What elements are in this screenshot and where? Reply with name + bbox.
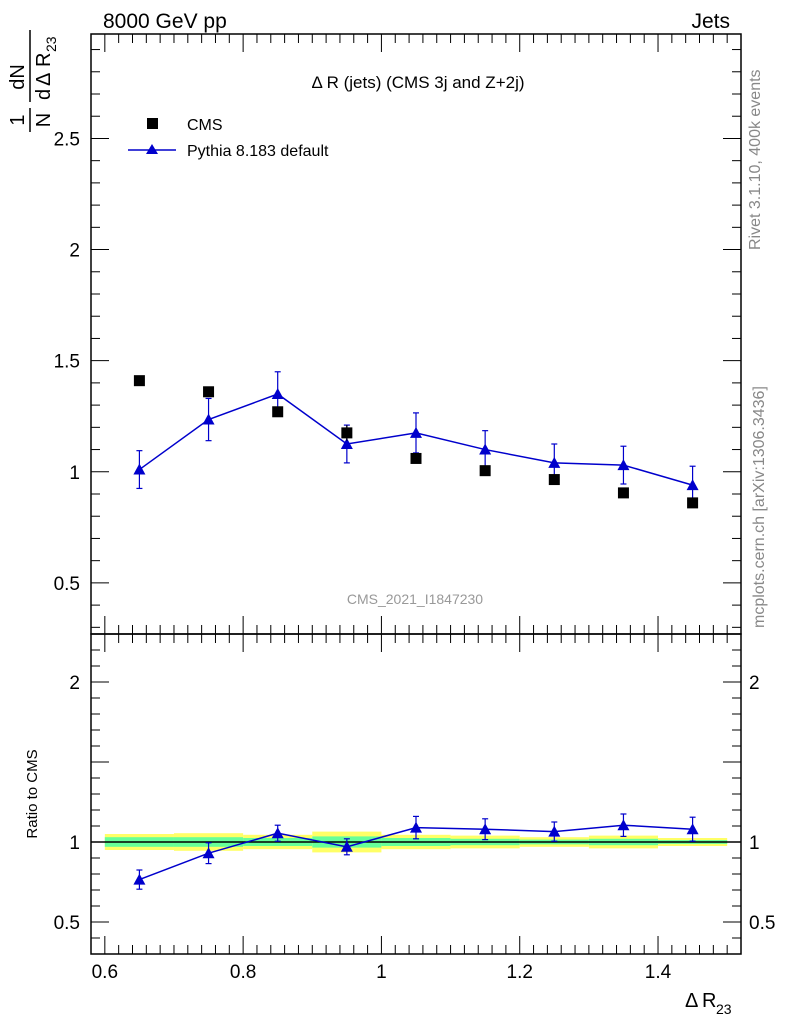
cms-point xyxy=(272,406,284,418)
cms-point xyxy=(341,427,353,439)
header-right: Jets xyxy=(691,10,730,33)
main-y-tick-label: 1.5 xyxy=(54,352,80,373)
ratio-y-tick-label: 0.5 xyxy=(54,913,80,934)
ratio-y-tick-label-right: 0.5 xyxy=(749,913,775,934)
mc-point xyxy=(202,413,215,425)
ratio-y-tick-label-right: 1 xyxy=(749,833,760,854)
rivet-label: Rivet 3.1.10, 400k events xyxy=(747,69,764,250)
ratio-y-tick-label-right: 2 xyxy=(749,673,760,694)
ratio-mc-point xyxy=(410,821,422,833)
legend: CMS Pythia 8.183 default xyxy=(128,117,329,160)
mcplots-label: mcplots.cern.ch [arXiv:1306.3436] xyxy=(751,386,768,628)
mc-point xyxy=(479,443,492,455)
ratio-x-tick-label: 1.2 xyxy=(507,962,533,983)
mc-series-points xyxy=(133,371,699,505)
main-y-tick-label: 2.5 xyxy=(54,129,80,150)
mc-point xyxy=(410,426,422,438)
ratio-panel: 0.5 0.5 1 1 2 2 0.6 0.8 1 1.2 1.4 Ratio to CMS Δ … xyxy=(24,633,775,1017)
legend-marker-mc xyxy=(146,144,158,154)
legend-label-cms: CMS xyxy=(187,117,223,134)
main-y-axis: 0.5 1 1.5 2 2.5 xyxy=(54,49,741,628)
ratio-y-tick-label: 2 xyxy=(69,673,80,694)
watermark: CMS_2021_I1847230 xyxy=(347,591,483,607)
ratio-mc-point xyxy=(479,823,492,835)
legend-label-mc: Pythia 8.183 default xyxy=(187,143,329,160)
y-label-n: N xyxy=(33,113,55,127)
ratio-frame xyxy=(90,633,742,955)
mc-point xyxy=(133,463,146,475)
main-y-label: 1 N dN d Δ R 23 xyxy=(7,30,59,132)
y-label-d: d xyxy=(33,89,55,100)
x-label-sub: 23 xyxy=(716,1001,732,1017)
y-label-sub: 23 xyxy=(43,36,59,52)
main-x-ticks xyxy=(104,34,728,634)
ratio-mc-point xyxy=(548,825,561,837)
ratio-x-tick-label: 1 xyxy=(376,962,387,983)
y-label-r: R xyxy=(33,53,55,67)
mc-point xyxy=(271,388,284,399)
plot-title: Δ R (jets) (CMS 3j and Z+2j) xyxy=(311,73,524,92)
ratio-mc-point xyxy=(271,827,284,839)
ratio-mc-point xyxy=(133,873,146,885)
cms-point xyxy=(133,375,145,387)
main-y-tick-label: 1 xyxy=(69,463,80,484)
ratio-x-tick-label: 1.4 xyxy=(645,962,672,983)
cms-point xyxy=(617,487,629,499)
mc-point xyxy=(617,459,630,471)
x-label-r: R xyxy=(702,990,716,1012)
cms-point xyxy=(479,465,491,477)
cms-point xyxy=(203,386,215,398)
cms-data-points xyxy=(133,375,699,509)
y-label-one: 1 xyxy=(7,114,29,125)
ratio-y-label: Ratio to CMS xyxy=(24,749,41,838)
ratio-y-tick-label: 1 xyxy=(69,833,80,854)
ratio-mc-series xyxy=(133,813,699,890)
mc-point xyxy=(548,456,561,468)
ratio-x-axis: 0.6 0.8 1 1.2 1.4 xyxy=(92,634,728,983)
y-label-delta: Δ xyxy=(33,73,55,86)
header-left: 8000 GeV pp xyxy=(103,10,227,33)
cms-point xyxy=(410,452,422,464)
ratio-mc-point xyxy=(340,840,353,852)
main-panel: 0.5 1 1.5 2 2.5 Δ R (jets) (CMS 3j and Z+2j)… xyxy=(7,30,742,635)
ratio-mc-point xyxy=(686,823,699,835)
ratio-y-axis: 0.5 0.5 1 1 2 2 xyxy=(54,649,775,939)
mc-point xyxy=(686,479,699,491)
main-y-tick-label: 0.5 xyxy=(54,574,80,595)
ratio-x-tick-label: 0.6 xyxy=(92,962,118,983)
x-axis-label: Δ R 23 xyxy=(685,990,732,1017)
ratio-mc-point xyxy=(202,847,215,859)
main-y-tick-label: 2 xyxy=(69,241,80,262)
mc-point xyxy=(340,438,353,449)
y-label-dn: dN xyxy=(7,64,29,90)
ratio-mc-point xyxy=(617,819,630,831)
cms-point xyxy=(687,497,699,509)
legend-marker-cms xyxy=(147,118,158,129)
cms-point xyxy=(548,474,560,486)
ratio-x-tick-label: 0.8 xyxy=(230,962,256,983)
x-label-delta: Δ xyxy=(685,990,698,1012)
